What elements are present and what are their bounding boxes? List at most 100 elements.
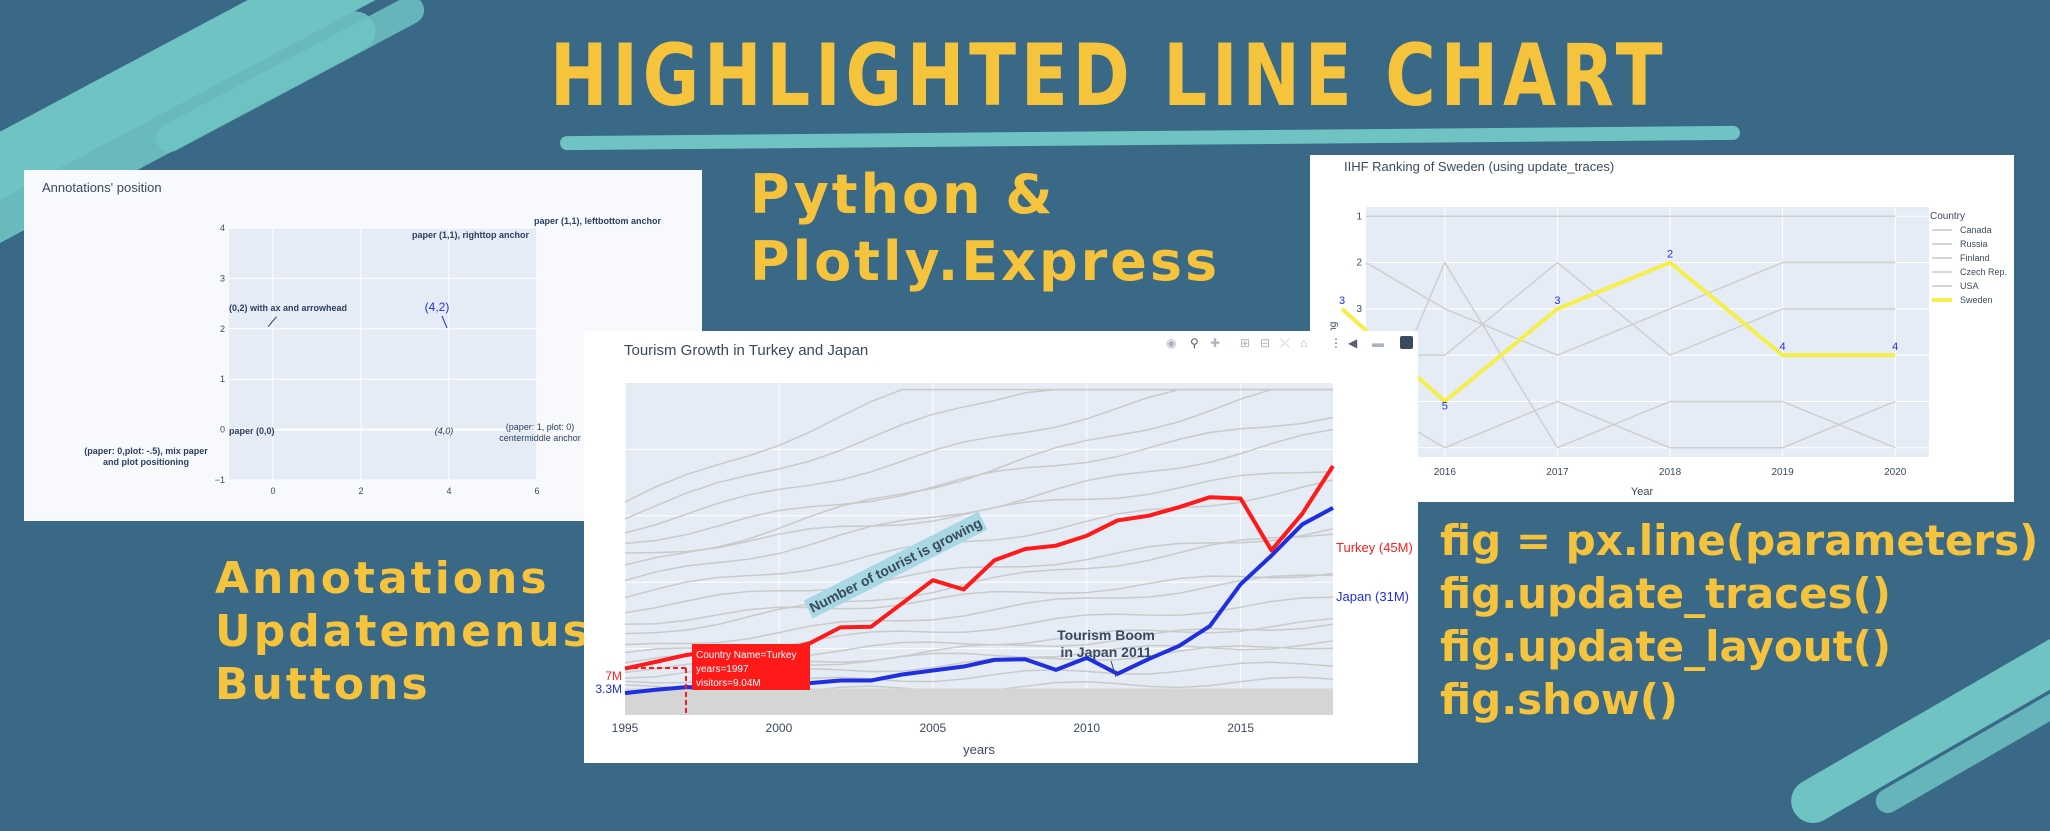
annotation-ax-arrowhead: (0,2) with ax and arrowhead <box>229 303 347 313</box>
annotation-mix-paper: (paper: 0,plot: -.5), mix paper <box>84 446 208 456</box>
y-tick-label: 1 <box>220 374 225 384</box>
annotation-paper-righttop: paper (1,1), righttop anchor <box>412 230 530 240</box>
annotation-centermiddle-2: centermiddle anchor <box>499 433 581 443</box>
legend-item[interactable]: Finland <box>1960 253 1990 263</box>
legend-item[interactable]: Sweden <box>1960 295 1993 305</box>
hover-line-3: visitors=9.04M <box>696 678 761 689</box>
hover-box <box>692 644 810 690</box>
x-tick-label: 6 <box>534 486 539 496</box>
hover-closest-icon[interactable]: ◀ <box>1348 336 1358 350</box>
plot-area <box>229 228 537 480</box>
japan-end-label: Japan (31M) <box>1336 589 1409 604</box>
hover-line-2: years=1997 <box>696 664 749 675</box>
background-country-line <box>624 388 1333 503</box>
background-country-line <box>624 572 1334 625</box>
y-tick-label: 4 <box>220 223 225 233</box>
zoom-icon[interactable]: ⚲ <box>1190 336 1199 350</box>
y-tick-label: 2 <box>220 324 225 334</box>
hover-line-1: Country Name=Turkey <box>696 650 797 661</box>
annotation-arrow <box>267 316 277 327</box>
series-line-sweden[interactable] <box>1340 260 1896 404</box>
autoscale-icon[interactable]: ⤫ <box>1280 336 1290 350</box>
subtitle-line-2: Plotly.Express <box>750 230 1221 293</box>
data-label: 4 <box>1892 341 1898 353</box>
boom-annotation-line1: Tourism Boom <box>1057 627 1155 643</box>
legend-item[interactable]: Russia <box>1960 239 1988 249</box>
x-tick-label: 2020 <box>1884 467 1907 478</box>
x-tick-label: 2 <box>358 486 363 496</box>
background-country-line <box>624 470 1334 554</box>
pan-icon[interactable]: ✚ <box>1210 336 1220 350</box>
feature-updatemenus: Updatemenus <box>215 606 592 657</box>
y-tick-label: 0 <box>220 425 225 435</box>
background-country-line <box>624 528 1334 614</box>
hover-compare-icon[interactable]: ▬ <box>1372 336 1384 350</box>
x-axis-title: years <box>963 742 995 757</box>
chart-title: Annotations' position <box>42 180 162 195</box>
boom-annotation-line2: in Japan 2011 <box>1060 644 1151 660</box>
boom-annotation-arrow <box>1110 660 1117 678</box>
x-tick-label: 2005 <box>919 721 946 735</box>
zoom-in-icon[interactable]: ⊞ <box>1240 336 1250 350</box>
y-tick-label: 3 <box>220 273 225 283</box>
annotation-paper-0-0: paper (0,0) <box>229 426 275 436</box>
legend-item[interactable]: Canada <box>1960 225 1992 235</box>
sweden-ranking-panel: IIHF Ranking of Sweden (using update_tra… <box>1310 155 2014 502</box>
x-axis-title: Year <box>1631 486 1654 498</box>
annotation-centermiddle: (paper: 1, plot: 0) <box>506 422 575 432</box>
x-tick-label: 1995 <box>612 721 639 735</box>
annotation-4-2: (4,2) <box>425 300 450 314</box>
code-line-2: fig.update_traces() <box>1440 569 1891 618</box>
background-country-line <box>624 479 1334 599</box>
data-label: 3 <box>1554 295 1560 307</box>
series-line-usa[interactable] <box>1365 260 1896 449</box>
x-tick-label: 2016 <box>1434 467 1457 478</box>
y-tick-label: −1 <box>215 475 225 485</box>
spike-lines-icon[interactable]: ⋮ <box>1330 336 1342 350</box>
growing-annotation-box <box>803 511 988 619</box>
series-line-russia[interactable] <box>1365 261 1896 356</box>
annotation-4-0: (4,0) <box>435 426 454 436</box>
modebar[interactable]: ◉ ⚲ ✚ ⊞ ⊟ ⤫ ⌂ ⋮ ◀ ▬ <box>1166 336 1413 350</box>
x-tick-label: 2019 <box>1771 467 1794 478</box>
tick-labels: 2016 2017 2018 2019 2020 1 2 3 <box>1356 211 1906 478</box>
background-country-line <box>624 533 1334 635</box>
plot-area <box>1366 207 1929 457</box>
annotation-4-2-arrow <box>441 315 448 329</box>
x-tick-label: 2000 <box>766 721 793 735</box>
feature-buttons: Buttons <box>215 659 431 710</box>
data-labels: 3 5 3 2 4 4 <box>1339 249 1898 413</box>
x-tick-label: 4 <box>446 486 451 496</box>
series-line-finland[interactable] <box>1366 261 1896 357</box>
y-tick-label: 2 <box>1356 258 1362 269</box>
japan-start-label: 3.3M <box>595 682 622 696</box>
y-axis-title: ing <box>1328 322 1339 335</box>
feature-annotations: Annotations <box>215 553 550 604</box>
background-country-line <box>624 574 1334 646</box>
data-label: 3 <box>1339 295 1345 307</box>
chart-title: Tourism Growth in Turkey and Japan <box>624 342 868 359</box>
sweden-ranking-chart: IIHF Ranking of Sweden (using update_tra… <box>1328 159 2007 498</box>
legend-item[interactable]: USA <box>1960 281 1979 291</box>
x-tick-label: 0 <box>270 486 275 496</box>
x-tick-label: 2010 <box>1073 721 1100 735</box>
annotation-paper-leftbottom: paper (1,1), leftbottom anchor <box>534 216 662 226</box>
x-tick-label: 2018 <box>1659 467 1682 478</box>
plotly-logo-icon[interactable] <box>1400 336 1413 349</box>
turkey-end-label: Turkey (45M) <box>1336 540 1413 555</box>
subtitle-line-1: Python & <box>750 163 1056 226</box>
camera-icon[interactable]: ◉ <box>1166 336 1176 350</box>
gridlines <box>624 383 1333 715</box>
brush-stroke-title-underline <box>559 125 1741 151</box>
home-icon[interactable]: ⌂ <box>1300 336 1307 350</box>
tourism-chart-panel: Tourism Growth in Turkey and Japan ◉ ⚲ ✚… <box>584 331 1418 763</box>
tourism-chart: Tourism Growth in Turkey and Japan ◉ ⚲ ✚… <box>595 336 1413 757</box>
legend-item[interactable]: Czech Rep. <box>1960 267 2007 277</box>
zoom-out-icon[interactable]: ⊟ <box>1260 336 1270 350</box>
page-title: HIGHLIGHTED LINE CHART <box>550 26 1668 126</box>
x-tick-label: 2017 <box>1546 467 1569 478</box>
x-tick-label: 2015 <box>1227 721 1254 735</box>
data-label: 5 <box>1442 400 1448 412</box>
tick-labels: 0 2 4 6 −1 0 1 2 3 4 <box>215 223 540 496</box>
code-line-4: fig.show() <box>1440 675 1679 724</box>
